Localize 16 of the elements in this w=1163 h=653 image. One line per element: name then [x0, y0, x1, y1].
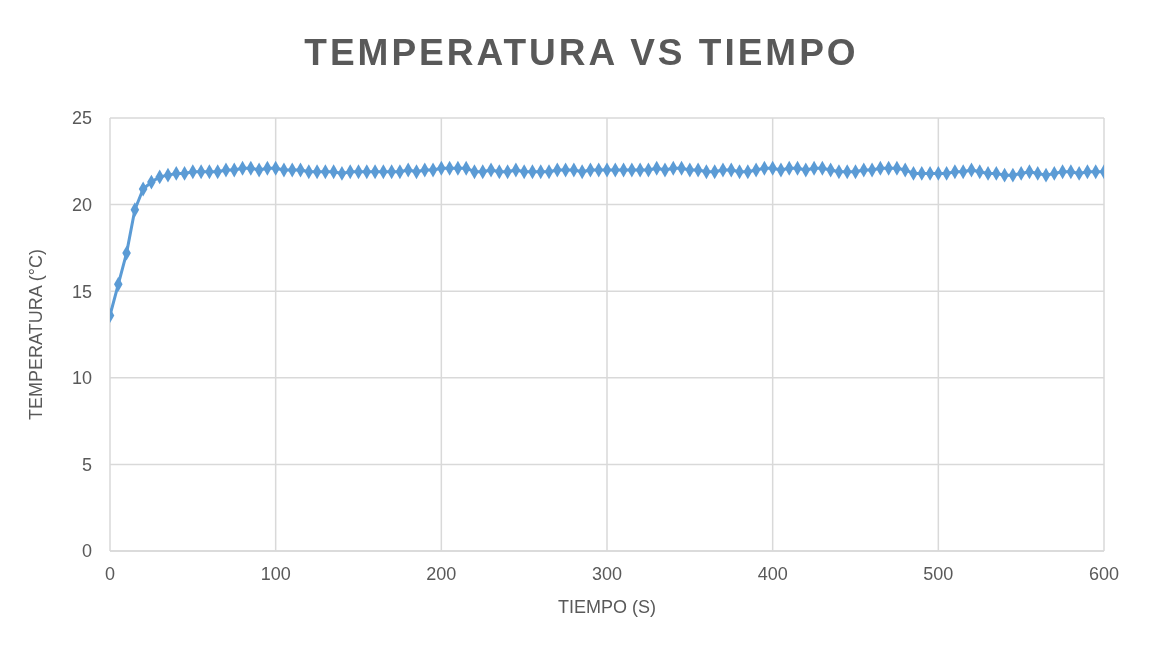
chart-title: TEMPERATURA VS TIEMPO	[303, 32, 860, 74]
y-tick-label: 20	[71, 194, 92, 215]
y-axis-title: TEMPERATURA (°C)	[26, 249, 47, 420]
x-tick-label: 0	[104, 563, 116, 584]
y-tick-label: 5	[81, 454, 92, 475]
y-tick-label: 0	[81, 541, 92, 562]
x-tick-label: 600	[1088, 563, 1120, 584]
x-axis-title: TIEMPO (S)	[558, 597, 656, 617]
y-tick-label: 25	[71, 108, 92, 129]
x-tick-label: 400	[757, 563, 788, 584]
y-tick-label: 15	[71, 281, 92, 302]
x-tick-label: 500	[923, 563, 954, 584]
x-tick-label: 200	[426, 563, 457, 584]
y-tick-label: 10	[71, 368, 92, 389]
x-tick-label: 100	[260, 563, 291, 584]
x-tick-label: 300	[591, 563, 623, 584]
